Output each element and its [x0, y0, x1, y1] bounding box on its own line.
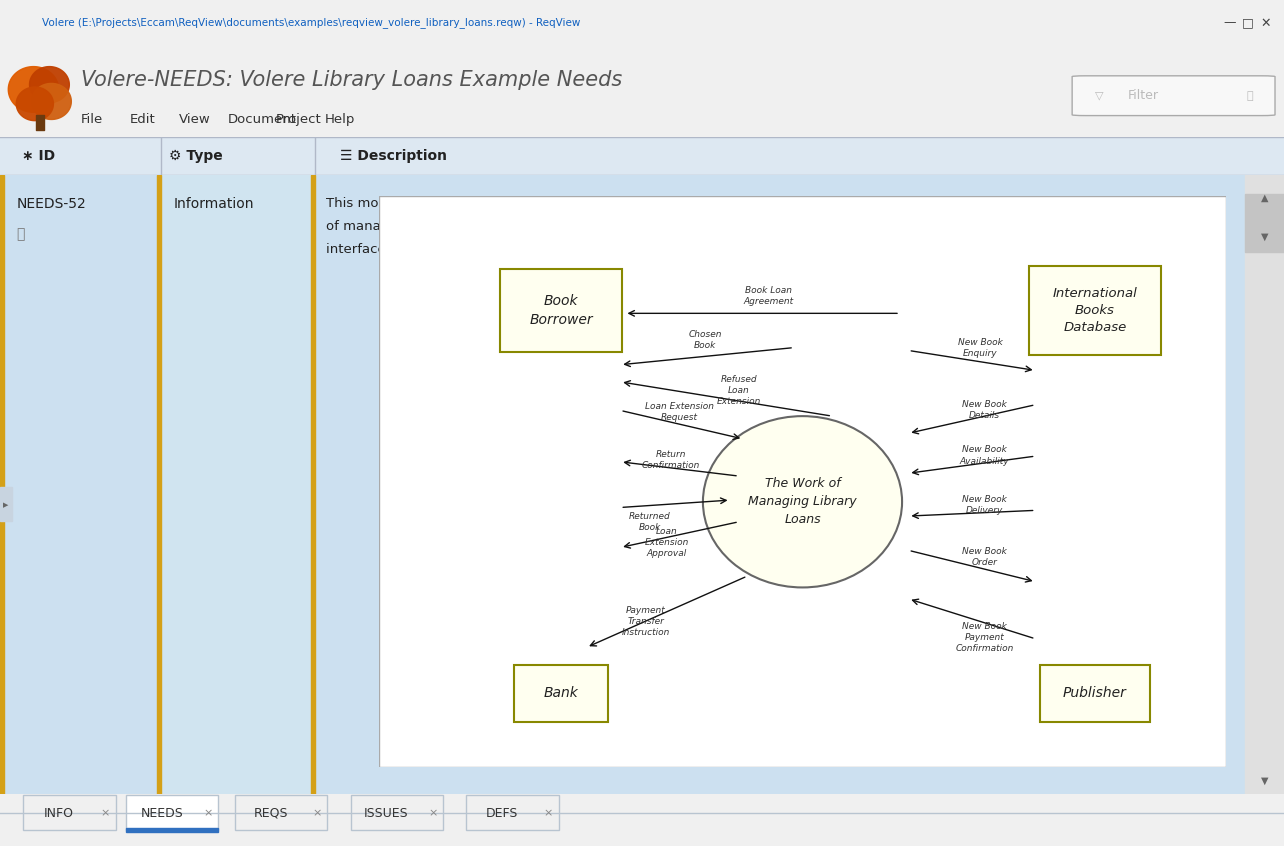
Text: NEEDS-52: NEEDS-52	[17, 197, 86, 211]
Text: ⚙ Type: ⚙ Type	[169, 149, 223, 163]
Text: ISSUES: ISSUES	[365, 807, 408, 820]
Text: interface on the model will be defined in detail in the: interface on the model will be defined i…	[326, 243, 686, 255]
Text: ▼: ▼	[1261, 232, 1269, 242]
FancyBboxPatch shape	[235, 794, 327, 830]
Bar	[0, 175, 4, 794]
Bar	[160, 175, 315, 794]
Text: New Book
Order: New Book Order	[962, 547, 1007, 567]
FancyBboxPatch shape	[1040, 665, 1150, 722]
Text: 📎: 📎	[17, 228, 26, 242]
Bar	[311, 175, 315, 794]
Text: New Book
Payment
Confirmation: New Book Payment Confirmation	[955, 622, 1014, 653]
Text: ▽: ▽	[1095, 91, 1104, 101]
Text: Volere (E:\Projects\Eccam\ReqView\documents\examples\reqview_volere_library_loan: Volere (E:\Projects\Eccam\ReqView\docume…	[42, 18, 580, 29]
Text: ▲: ▲	[1261, 193, 1269, 203]
Text: File: File	[81, 113, 103, 126]
Text: ✕: ✕	[1261, 17, 1271, 30]
FancyBboxPatch shape	[499, 269, 623, 352]
Text: NEEDS: NEEDS	[140, 807, 184, 820]
Text: The Work of
Managing Library
Loans: The Work of Managing Library Loans	[749, 477, 856, 526]
FancyBboxPatch shape	[1030, 266, 1161, 354]
Text: Chosen
Book: Chosen Book	[688, 330, 722, 350]
Text: New Book
Availability: New Book Availability	[960, 446, 1009, 465]
Text: Bank: Bank	[543, 686, 578, 700]
Text: ▼: ▼	[1261, 776, 1269, 786]
Bar	[1245, 194, 1284, 252]
Text: New Book
Delivery: New Book Delivery	[962, 495, 1007, 514]
Text: Returned
Book: Returned Book	[629, 512, 670, 532]
Text: □: □	[1242, 17, 1254, 30]
Text: ×: ×	[312, 809, 322, 818]
Text: Book Loan
Agreement: Book Loan Agreement	[743, 286, 794, 306]
Text: DEFS: DEFS	[485, 807, 519, 820]
Text: Project: Project	[276, 113, 322, 126]
Text: Edit: Edit	[130, 113, 155, 126]
Text: Loan Extension
Request: Loan Extension Request	[645, 402, 714, 422]
FancyBboxPatch shape	[1072, 76, 1275, 116]
Text: View: View	[178, 113, 211, 126]
Text: ×: ×	[100, 809, 110, 818]
Polygon shape	[32, 84, 72, 119]
Text: INFO: INFO	[44, 807, 74, 820]
Text: Loan
Extension
Approval: Loan Extension Approval	[645, 527, 690, 558]
Polygon shape	[30, 67, 69, 102]
Text: New Book
Details: New Book Details	[962, 400, 1007, 420]
FancyBboxPatch shape	[23, 794, 116, 830]
Text: of managing library loans and to specify the business requirements. Note that ea: of managing library loans and to specify…	[326, 220, 1002, 233]
Text: 🔍: 🔍	[1245, 91, 1253, 101]
Text: ▶: ▶	[3, 502, 9, 508]
Text: Publisher: Publisher	[1063, 686, 1127, 700]
Text: Book
Borrower: Book Borrower	[529, 294, 593, 327]
Text: Filter: Filter	[1127, 89, 1158, 102]
Bar	[1245, 175, 1284, 794]
Text: ×: ×	[203, 809, 213, 818]
Bar	[315, 175, 1249, 794]
Text: ☰ Description: ☰ Description	[340, 149, 447, 163]
FancyBboxPatch shape	[126, 794, 218, 830]
Bar	[126, 828, 218, 832]
Text: ×: ×	[428, 809, 438, 818]
Text: Help: Help	[325, 113, 356, 126]
Text: Document: Document	[227, 113, 297, 126]
Text: Refused
Loan
Extension: Refused Loan Extension	[716, 375, 761, 406]
Text: New Book
Enquiry: New Book Enquiry	[958, 338, 1003, 358]
Text: ×: ×	[543, 809, 553, 818]
Text: Payment
Transfer
Instruction: Payment Transfer Instruction	[621, 606, 670, 637]
FancyBboxPatch shape	[466, 794, 559, 830]
Text: Data Dictionary: Data Dictionary	[588, 243, 692, 255]
Text: —: —	[1224, 17, 1236, 30]
Text: .: .	[659, 243, 663, 255]
Polygon shape	[17, 87, 54, 121]
FancyBboxPatch shape	[515, 665, 607, 722]
Text: Volere-NEEDS: Volere Library Loans Example Needs: Volere-NEEDS: Volere Library Loans Examp…	[81, 69, 623, 90]
Bar	[0, 175, 160, 794]
Polygon shape	[8, 67, 59, 113]
Text: Return
Confirmation: Return Confirmation	[642, 450, 700, 470]
Text: International
Books
Database: International Books Database	[1053, 287, 1138, 334]
FancyBboxPatch shape	[351, 794, 443, 830]
Text: This model identifies the boundary of the investigation that is necessary in ord: This model identifies the boundary of th…	[326, 197, 1054, 210]
Bar	[157, 175, 160, 794]
Text: ∗ ID: ∗ ID	[22, 149, 55, 163]
Bar	[0, 487, 12, 521]
Text: Information: Information	[173, 197, 254, 211]
Text: REQS: REQS	[254, 807, 288, 820]
Ellipse shape	[702, 416, 903, 587]
